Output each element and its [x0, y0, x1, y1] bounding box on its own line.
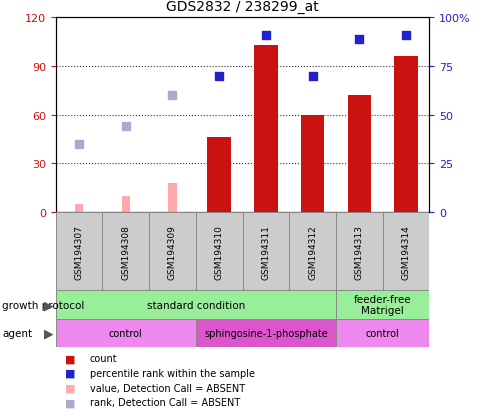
Text: control: control [365, 328, 399, 338]
Text: sphingosine-1-phosphate: sphingosine-1-phosphate [204, 328, 327, 338]
Text: GSM194311: GSM194311 [261, 224, 270, 279]
Text: ■: ■ [65, 368, 76, 378]
Text: ■: ■ [65, 397, 76, 408]
Bar [196, 319, 335, 347]
Text: growth protocol: growth protocol [2, 300, 85, 310]
Text: percentile rank within the sample: percentile rank within the sample [90, 368, 254, 378]
Text: GSM194313: GSM194313 [354, 224, 363, 279]
Text: count: count [90, 354, 117, 363]
Text: GSM194314: GSM194314 [401, 224, 409, 279]
Bar [335, 291, 428, 319]
Point [355, 36, 363, 43]
Text: GSM194310: GSM194310 [214, 224, 223, 279]
Text: agent: agent [2, 328, 32, 338]
Bar [300, 115, 323, 212]
Bar [335, 212, 382, 291]
Text: rank, Detection Call = ABSENT: rank, Detection Call = ABSENT [90, 397, 240, 408]
Bar [335, 319, 428, 347]
Bar [102, 212, 149, 291]
Text: ▶: ▶ [44, 298, 53, 311]
Text: ■: ■ [65, 383, 76, 393]
Bar [288, 212, 335, 291]
Bar [56, 212, 102, 291]
Bar [56, 319, 196, 347]
Text: GSM194308: GSM194308 [121, 224, 130, 279]
Point [261, 32, 269, 39]
Bar [393, 57, 417, 212]
Text: GSM194312: GSM194312 [307, 224, 317, 279]
Text: ■: ■ [65, 354, 76, 363]
Bar [121, 196, 130, 212]
Point [401, 32, 409, 39]
Text: standard condition: standard condition [146, 300, 244, 310]
Bar [207, 138, 230, 212]
Point [121, 123, 129, 130]
Text: value, Detection Call = ABSENT: value, Detection Call = ABSENT [90, 383, 244, 393]
Text: GSM194309: GSM194309 [167, 224, 177, 279]
Text: control: control [109, 328, 142, 338]
Bar [56, 291, 335, 319]
Bar [75, 204, 83, 212]
Bar [254, 46, 277, 212]
Point [168, 93, 176, 99]
Bar [242, 212, 288, 291]
Bar [168, 183, 176, 212]
Bar [347, 96, 370, 212]
Point [308, 73, 316, 80]
Bar [149, 212, 196, 291]
Point [215, 73, 223, 80]
Text: GDS2832 / 238299_at: GDS2832 / 238299_at [166, 0, 318, 14]
Text: GSM194307: GSM194307 [75, 224, 83, 279]
Bar [382, 212, 428, 291]
Text: ▶: ▶ [44, 326, 53, 339]
Point [75, 141, 83, 148]
Bar [196, 212, 242, 291]
Text: feeder-free
Matrigel: feeder-free Matrigel [353, 294, 410, 316]
